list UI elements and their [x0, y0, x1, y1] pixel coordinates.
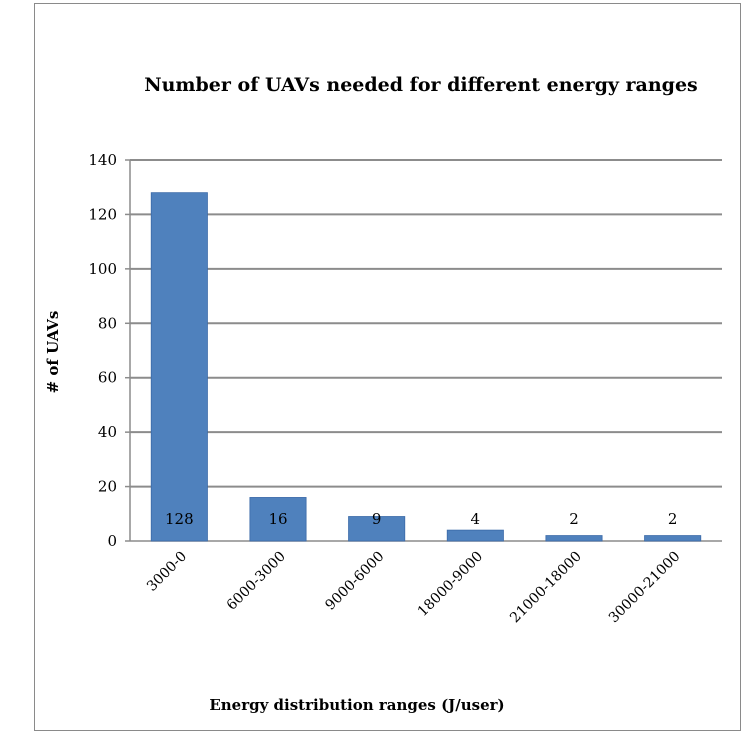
x-axis-ticks: 3000-0 6000-3000 9000-6000 18000-9000 21000-… [144, 549, 683, 627]
x-tick-label: 18000-9000 [415, 549, 486, 620]
y-tick-label: 40 [98, 423, 117, 441]
bar-18000-9000 [446, 529, 504, 542]
y-tick-label: 100 [88, 260, 117, 278]
bar-30000-21000 [644, 535, 702, 542]
data-label: 9 [372, 510, 382, 528]
y-axis-title: # of UAVs [44, 311, 62, 394]
x-tick-label: 3000-0 [144, 549, 190, 595]
data-label: 128 [165, 510, 194, 528]
data-label: 4 [471, 510, 481, 528]
x-tick-label: 6000-3000 [224, 549, 289, 614]
x-tick-label: 9000-6000 [322, 549, 387, 614]
y-tick-label: 60 [98, 369, 117, 387]
bar-9000-6000 [348, 516, 406, 542]
x-tick-label: 21000-18000 [507, 549, 585, 627]
y-tick-label: 80 [98, 314, 117, 332]
y-tick-label: 140 [88, 151, 117, 169]
y-axis-ticks: 0 20 40 60 80 100 120 140 [88, 151, 117, 550]
data-label: 16 [268, 510, 287, 528]
x-axis-title: Energy distribution ranges (J/user) [209, 696, 504, 714]
bars [150, 192, 702, 542]
y-tick-label: 20 [98, 478, 117, 496]
bar-3000-0 [150, 192, 208, 542]
y-tick-label: 0 [107, 532, 117, 550]
y-tick-label: 120 [88, 205, 117, 223]
bar-21000-18000 [545, 535, 603, 542]
gridlines [125, 159, 722, 542]
data-labels: 128 16 9 4 2 2 [165, 510, 677, 528]
chart-title: Number of UAVs needed for different ener… [144, 74, 698, 96]
bar-6000-3000 [249, 497, 307, 542]
x-tick-label: 30000-21000 [606, 549, 684, 627]
data-label: 2 [569, 510, 579, 528]
data-label: 2 [668, 510, 678, 528]
